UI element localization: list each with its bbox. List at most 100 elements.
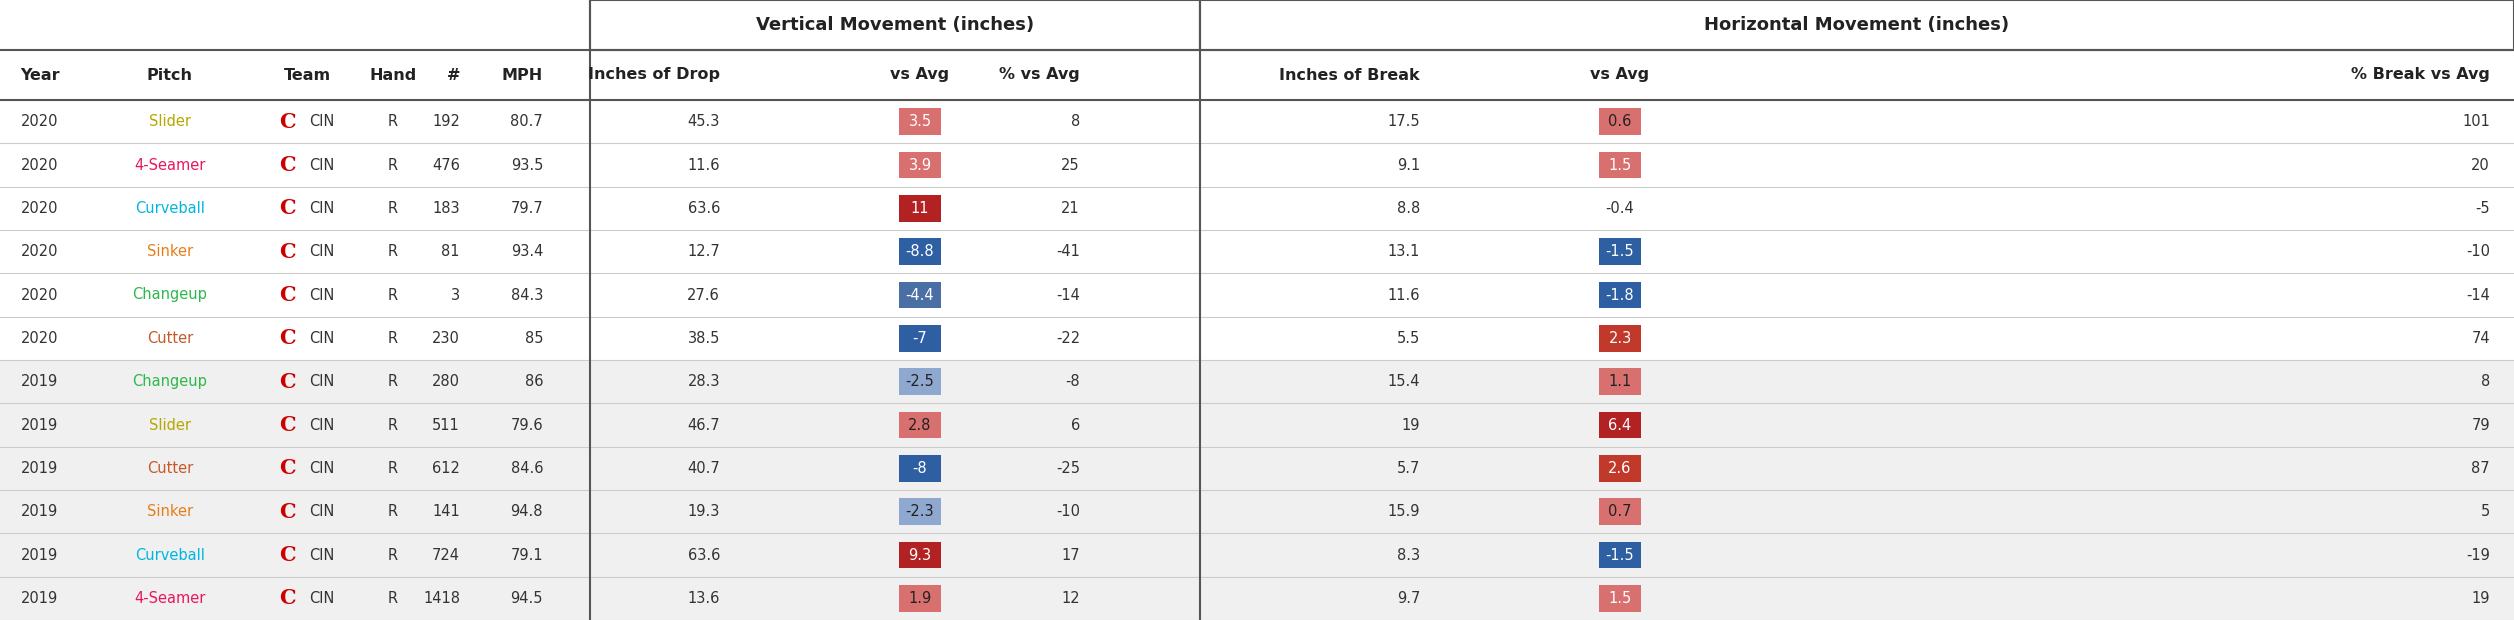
Text: R: R (387, 201, 397, 216)
Text: 15.4: 15.4 (1388, 374, 1420, 389)
Text: 19: 19 (1400, 417, 1420, 433)
Text: 94.5: 94.5 (510, 591, 543, 606)
Text: 2019: 2019 (23, 374, 58, 389)
Text: 21: 21 (1061, 201, 1081, 216)
FancyBboxPatch shape (0, 187, 2514, 230)
Text: Cutter: Cutter (146, 331, 194, 346)
Text: 13.1: 13.1 (1388, 244, 1420, 259)
Text: C: C (279, 458, 294, 479)
Text: 2.6: 2.6 (1609, 461, 1632, 476)
Text: MPH: MPH (503, 68, 543, 82)
Text: 192: 192 (432, 114, 460, 129)
Text: #: # (447, 68, 460, 82)
Text: 101: 101 (2461, 114, 2489, 129)
Text: Curveball: Curveball (136, 201, 206, 216)
Text: Inches of Drop: Inches of Drop (588, 68, 719, 82)
Text: 8: 8 (2481, 374, 2489, 389)
Text: 1.5: 1.5 (1609, 591, 1632, 606)
Text: 84.3: 84.3 (510, 288, 543, 303)
Text: Curveball: Curveball (136, 547, 206, 562)
Text: 12: 12 (1061, 591, 1081, 606)
Text: 612: 612 (432, 461, 460, 476)
Text: 5.7: 5.7 (1398, 461, 1420, 476)
Text: 79.7: 79.7 (510, 201, 543, 216)
Text: CIN: CIN (309, 157, 334, 172)
Text: 1.1: 1.1 (1609, 374, 1632, 389)
Text: 11.6: 11.6 (1388, 288, 1420, 303)
FancyBboxPatch shape (900, 281, 940, 308)
Text: -2.3: -2.3 (905, 504, 935, 519)
Text: Changeup: Changeup (133, 374, 209, 389)
Text: 74: 74 (2471, 331, 2489, 346)
Text: Horizontal Movement (inches): Horizontal Movement (inches) (1704, 16, 2009, 34)
Text: 476: 476 (432, 157, 460, 172)
Text: % Break vs Avg: % Break vs Avg (2351, 68, 2489, 82)
Text: Year: Year (20, 68, 60, 82)
Text: CIN: CIN (309, 114, 334, 129)
Text: CIN: CIN (309, 547, 334, 562)
Text: 11: 11 (910, 201, 930, 216)
Text: C: C (279, 155, 294, 175)
Text: 79.6: 79.6 (510, 417, 543, 433)
Text: 81: 81 (442, 244, 460, 259)
FancyBboxPatch shape (900, 498, 940, 525)
FancyBboxPatch shape (0, 360, 2514, 404)
FancyBboxPatch shape (1599, 498, 1642, 525)
Text: CIN: CIN (309, 417, 334, 433)
Text: CIN: CIN (309, 288, 334, 303)
Text: -1.5: -1.5 (1606, 244, 1634, 259)
Text: -0.4: -0.4 (1606, 201, 1634, 216)
FancyBboxPatch shape (1599, 151, 1642, 179)
Text: vs Avg: vs Avg (1591, 68, 1649, 82)
Text: -22: -22 (1056, 331, 1081, 346)
Text: C: C (279, 242, 294, 262)
FancyBboxPatch shape (0, 100, 2514, 143)
FancyBboxPatch shape (0, 490, 2514, 533)
Text: 6.4: 6.4 (1609, 417, 1632, 433)
Text: 79.1: 79.1 (510, 547, 543, 562)
Text: 1.9: 1.9 (908, 591, 933, 606)
Text: Changeup: Changeup (133, 288, 209, 303)
FancyBboxPatch shape (0, 50, 2514, 100)
FancyBboxPatch shape (591, 0, 1199, 50)
FancyBboxPatch shape (0, 404, 2514, 446)
Text: 0.7: 0.7 (1609, 504, 1632, 519)
Text: -25: -25 (1056, 461, 1081, 476)
Text: C: C (279, 371, 294, 392)
Text: 93.4: 93.4 (510, 244, 543, 259)
Text: CIN: CIN (309, 244, 334, 259)
Text: 2019: 2019 (23, 504, 58, 519)
Text: 2020: 2020 (20, 114, 58, 129)
FancyBboxPatch shape (1199, 0, 2514, 50)
Text: vs Avg: vs Avg (890, 68, 950, 82)
Text: 28.3: 28.3 (686, 374, 719, 389)
FancyBboxPatch shape (900, 412, 940, 438)
Text: 45.3: 45.3 (689, 114, 719, 129)
Text: 20: 20 (2471, 157, 2489, 172)
FancyBboxPatch shape (900, 151, 940, 179)
Text: -8: -8 (913, 461, 928, 476)
Text: 8.8: 8.8 (1398, 201, 1420, 216)
Text: 38.5: 38.5 (689, 331, 719, 346)
Text: R: R (387, 114, 397, 129)
Text: CIN: CIN (309, 461, 334, 476)
FancyBboxPatch shape (1599, 108, 1642, 135)
Text: 25: 25 (1061, 157, 1081, 172)
Text: -10: -10 (2466, 244, 2489, 259)
Text: 8: 8 (1071, 114, 1081, 129)
Text: C: C (279, 415, 294, 435)
Text: 230: 230 (432, 331, 460, 346)
Text: 0.6: 0.6 (1609, 114, 1632, 129)
Text: CIN: CIN (309, 374, 334, 389)
Text: -19: -19 (2466, 547, 2489, 562)
Text: 9.7: 9.7 (1398, 591, 1420, 606)
Text: -4.4: -4.4 (905, 288, 935, 303)
Text: CIN: CIN (309, 591, 334, 606)
FancyBboxPatch shape (900, 108, 940, 135)
Text: 2020: 2020 (20, 201, 58, 216)
Text: -7: -7 (913, 331, 928, 346)
FancyBboxPatch shape (0, 317, 2514, 360)
Text: C: C (279, 329, 294, 348)
Text: Cutter: Cutter (146, 461, 194, 476)
FancyBboxPatch shape (0, 533, 2514, 577)
